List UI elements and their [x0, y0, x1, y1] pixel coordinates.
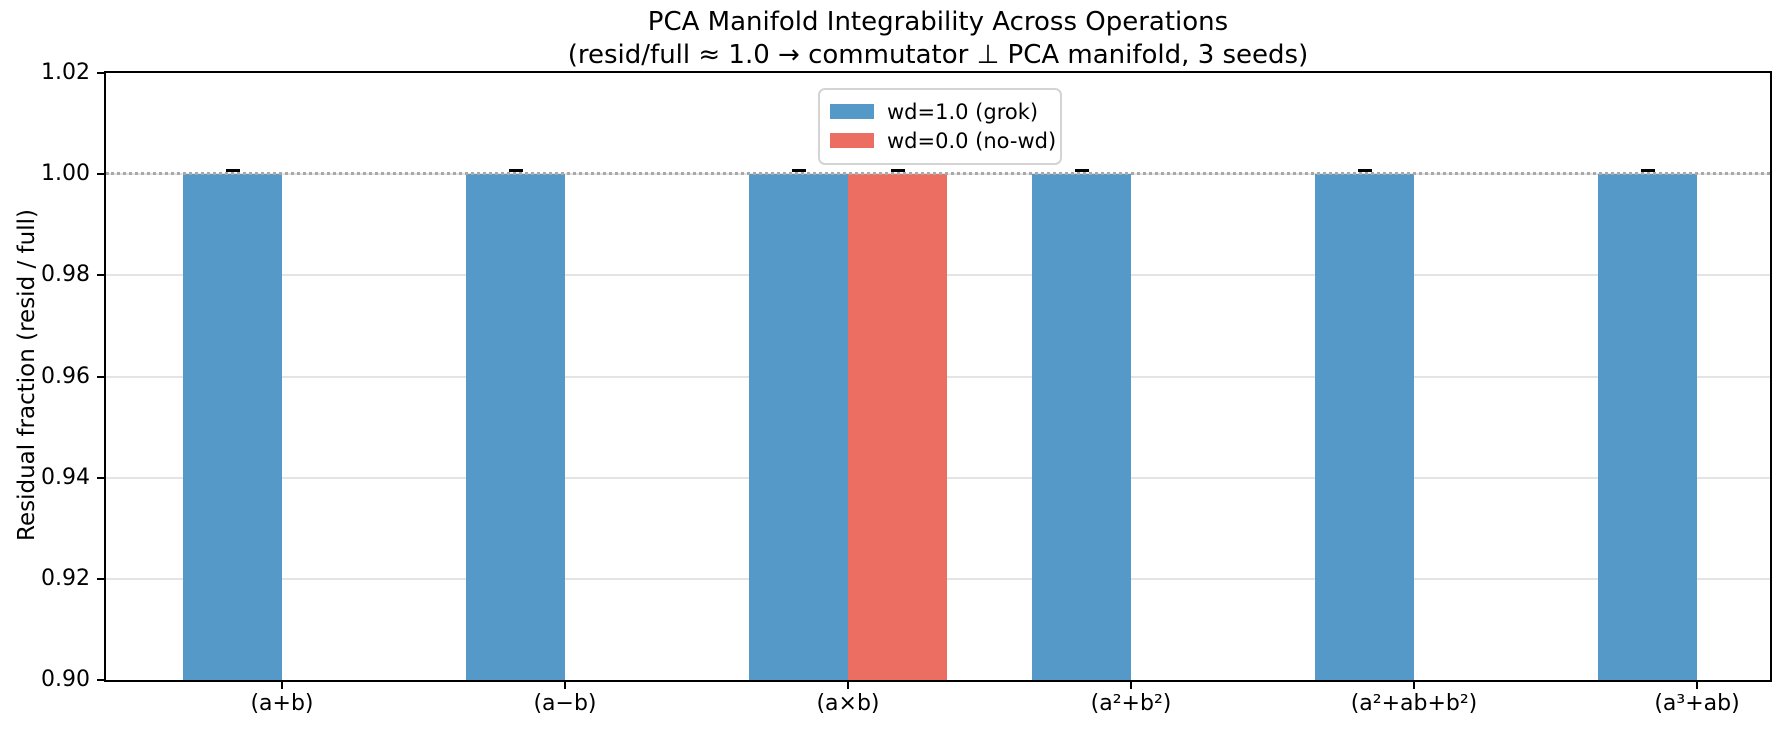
y-tick-label: 1.00 [41, 161, 90, 187]
y-tick-label: 0.94 [41, 464, 90, 490]
legend-label: wd=1.0 (grok) [887, 99, 1039, 124]
plot-area [106, 73, 1770, 680]
error-cap [1357, 168, 1372, 172]
x-tick-label: (a²+ab+b²) [1350, 691, 1478, 716]
y-tick [97, 476, 106, 479]
legend-label: wd=0.0 (no-wd) [887, 128, 1057, 153]
y-tick [97, 375, 106, 378]
bar [1315, 174, 1414, 680]
x-tick-label: (a−b) [533, 691, 597, 716]
y-tick [97, 577, 106, 580]
error-cap [508, 168, 523, 172]
y-tick-label: 0.96 [41, 363, 90, 389]
x-tick [847, 680, 849, 689]
error-cap [225, 168, 240, 172]
y-tick [97, 679, 106, 681]
x-tick-label: (a²+b²) [1090, 691, 1172, 716]
error-cap [791, 168, 806, 172]
reference-line [106, 172, 1770, 176]
bar [466, 174, 565, 680]
error-cap [1640, 168, 1655, 172]
legend: wd=1.0 (grok) wd=0.0 (no-wd) [818, 88, 1062, 165]
x-tick [1413, 680, 1415, 689]
x-tick-label: (a³+ab) [1654, 691, 1740, 716]
x-tick-label: (a+b) [250, 691, 314, 716]
legend-item: wd=0.0 (no-wd) [820, 126, 1060, 155]
x-tick [1696, 680, 1698, 689]
legend-swatch [830, 133, 874, 148]
y-tick [97, 72, 106, 74]
chart-subtitle: (resid/full ≈ 1.0 → commutator ⊥ PCA man… [567, 40, 1309, 70]
x-tick [1130, 680, 1132, 689]
x-tick [564, 680, 566, 689]
x-tick [281, 680, 283, 689]
y-tick-label: 0.92 [41, 565, 90, 591]
legend-swatch [830, 104, 874, 119]
legend-item: wd=1.0 (grok) [820, 97, 1060, 126]
y-tick [97, 274, 106, 277]
x-tick-label: (a×b) [816, 691, 880, 716]
title-block: PCA Manifold Integrability Across Operat… [106, 6, 1770, 72]
bar [1598, 174, 1697, 680]
chart-title: PCA Manifold Integrability Across Operat… [647, 7, 1229, 37]
bar [183, 174, 282, 680]
error-cap [890, 168, 905, 172]
bar [749, 174, 848, 680]
y-tick [97, 173, 106, 176]
bar [848, 174, 947, 680]
error-cap [1074, 168, 1089, 172]
bar [1032, 174, 1131, 680]
y-tick-label: 0.98 [41, 262, 90, 288]
y-tick-label: 1.02 [41, 60, 90, 85]
y-tick-label: 0.90 [41, 667, 90, 692]
